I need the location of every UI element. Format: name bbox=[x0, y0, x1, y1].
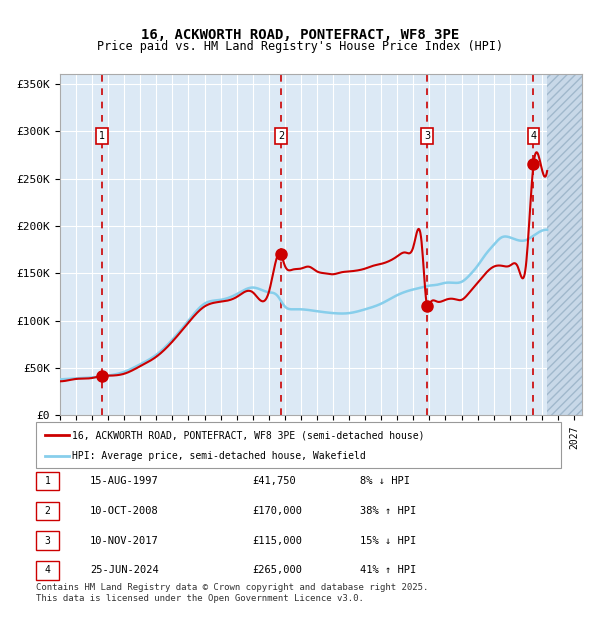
Text: HPI: Average price, semi-detached house, Wakefield: HPI: Average price, semi-detached house,… bbox=[72, 451, 366, 461]
Text: 41% ↑ HPI: 41% ↑ HPI bbox=[360, 565, 416, 575]
Text: 16, ACKWORTH ROAD, PONTEFRACT, WF8 3PE: 16, ACKWORTH ROAD, PONTEFRACT, WF8 3PE bbox=[141, 28, 459, 42]
Text: 1: 1 bbox=[44, 476, 50, 486]
Text: £41,750: £41,750 bbox=[252, 476, 296, 486]
Text: £170,000: £170,000 bbox=[252, 506, 302, 516]
Text: 38% ↑ HPI: 38% ↑ HPI bbox=[360, 506, 416, 516]
Text: 4: 4 bbox=[530, 131, 536, 141]
Text: 2: 2 bbox=[44, 506, 50, 516]
Text: 4: 4 bbox=[44, 565, 50, 575]
Text: £265,000: £265,000 bbox=[252, 565, 302, 575]
Text: £115,000: £115,000 bbox=[252, 536, 302, 546]
Text: 16, ACKWORTH ROAD, PONTEFRACT, WF8 3PE (semi-detached house): 16, ACKWORTH ROAD, PONTEFRACT, WF8 3PE (… bbox=[72, 430, 425, 440]
Text: 25-JUN-2024: 25-JUN-2024 bbox=[90, 565, 159, 575]
Text: Price paid vs. HM Land Registry's House Price Index (HPI): Price paid vs. HM Land Registry's House … bbox=[97, 40, 503, 53]
Text: 15-AUG-1997: 15-AUG-1997 bbox=[90, 476, 159, 486]
Text: 10-NOV-2017: 10-NOV-2017 bbox=[90, 536, 159, 546]
Text: Contains HM Land Registry data © Crown copyright and database right 2025.
This d: Contains HM Land Registry data © Crown c… bbox=[36, 583, 428, 603]
Text: 10-OCT-2008: 10-OCT-2008 bbox=[90, 506, 159, 516]
Text: 3: 3 bbox=[44, 536, 50, 546]
Text: 8% ↓ HPI: 8% ↓ HPI bbox=[360, 476, 410, 486]
Text: 1: 1 bbox=[99, 131, 105, 141]
Text: 2: 2 bbox=[278, 131, 284, 141]
Text: 3: 3 bbox=[424, 131, 430, 141]
Bar bbox=[547, 74, 582, 415]
Text: 15% ↓ HPI: 15% ↓ HPI bbox=[360, 536, 416, 546]
